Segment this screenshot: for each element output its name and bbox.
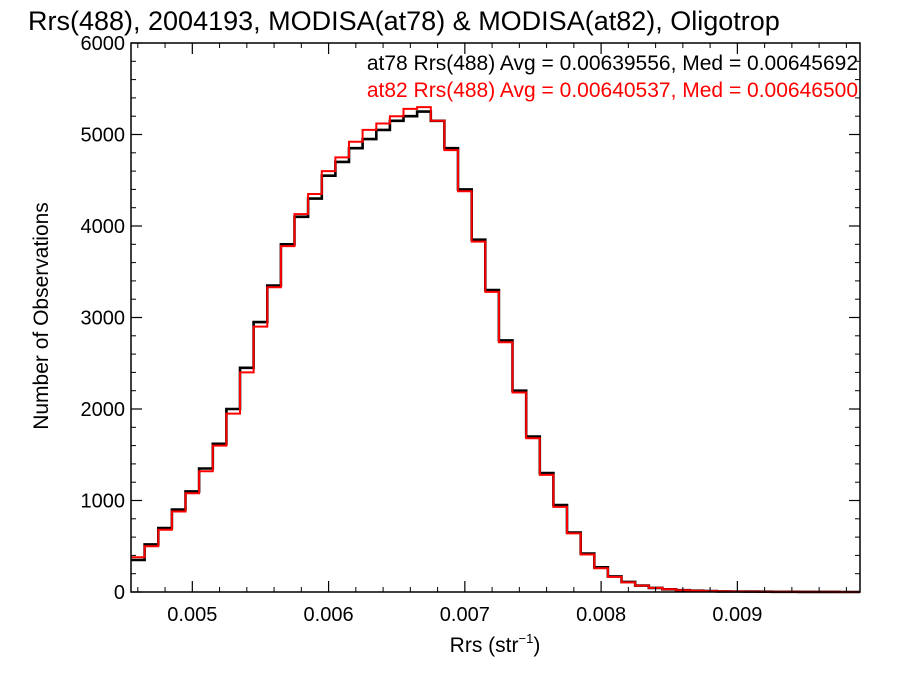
y-tick-label: 6000	[81, 33, 126, 55]
chart-title: Rrs(488), 2004193, MODISA(at78) & MODISA…	[28, 6, 780, 36]
x-tick-label: 0.007	[440, 604, 490, 626]
series-line-at82	[131, 106, 860, 593]
x-tick-label: 0.009	[712, 604, 762, 626]
legend-entry-at78: at78 Rrs(488) Avg = 0.00639556, Med = 0.…	[367, 52, 858, 75]
x-axis-label-main: Rrs (str	[450, 634, 519, 657]
x-tick-label: 0.005	[167, 604, 217, 626]
legend-entry-at82: at82 Rrs(488) Avg = 0.00640537, Med = 0.…	[367, 79, 858, 102]
y-tick-label: 2000	[81, 399, 126, 421]
y-tick-label: 0	[114, 582, 125, 604]
x-axis-label: Rrs (str−1)	[450, 631, 541, 657]
x-tick-label: 0.008	[576, 604, 626, 626]
x-tick-label: 0.006	[304, 604, 354, 626]
ticks-layer: 0.005 0.006 0.007 0.008 0.009 0 1000 2000 3000 40…	[81, 33, 860, 626]
series-line-at78	[131, 110, 860, 594]
y-axis-label: Number of Observations	[30, 202, 53, 430]
y-tick-label: 5000	[81, 125, 126, 147]
y-tick-label: 3000	[81, 308, 126, 330]
x-axis-label-sup: −1	[519, 631, 534, 646]
series-layer	[131, 106, 860, 594]
y-tick-label: 4000	[81, 216, 126, 238]
plot-frame	[130, 42, 861, 593]
x-axis-label-close: )	[533, 634, 540, 657]
y-tick-label: 1000	[81, 491, 126, 513]
